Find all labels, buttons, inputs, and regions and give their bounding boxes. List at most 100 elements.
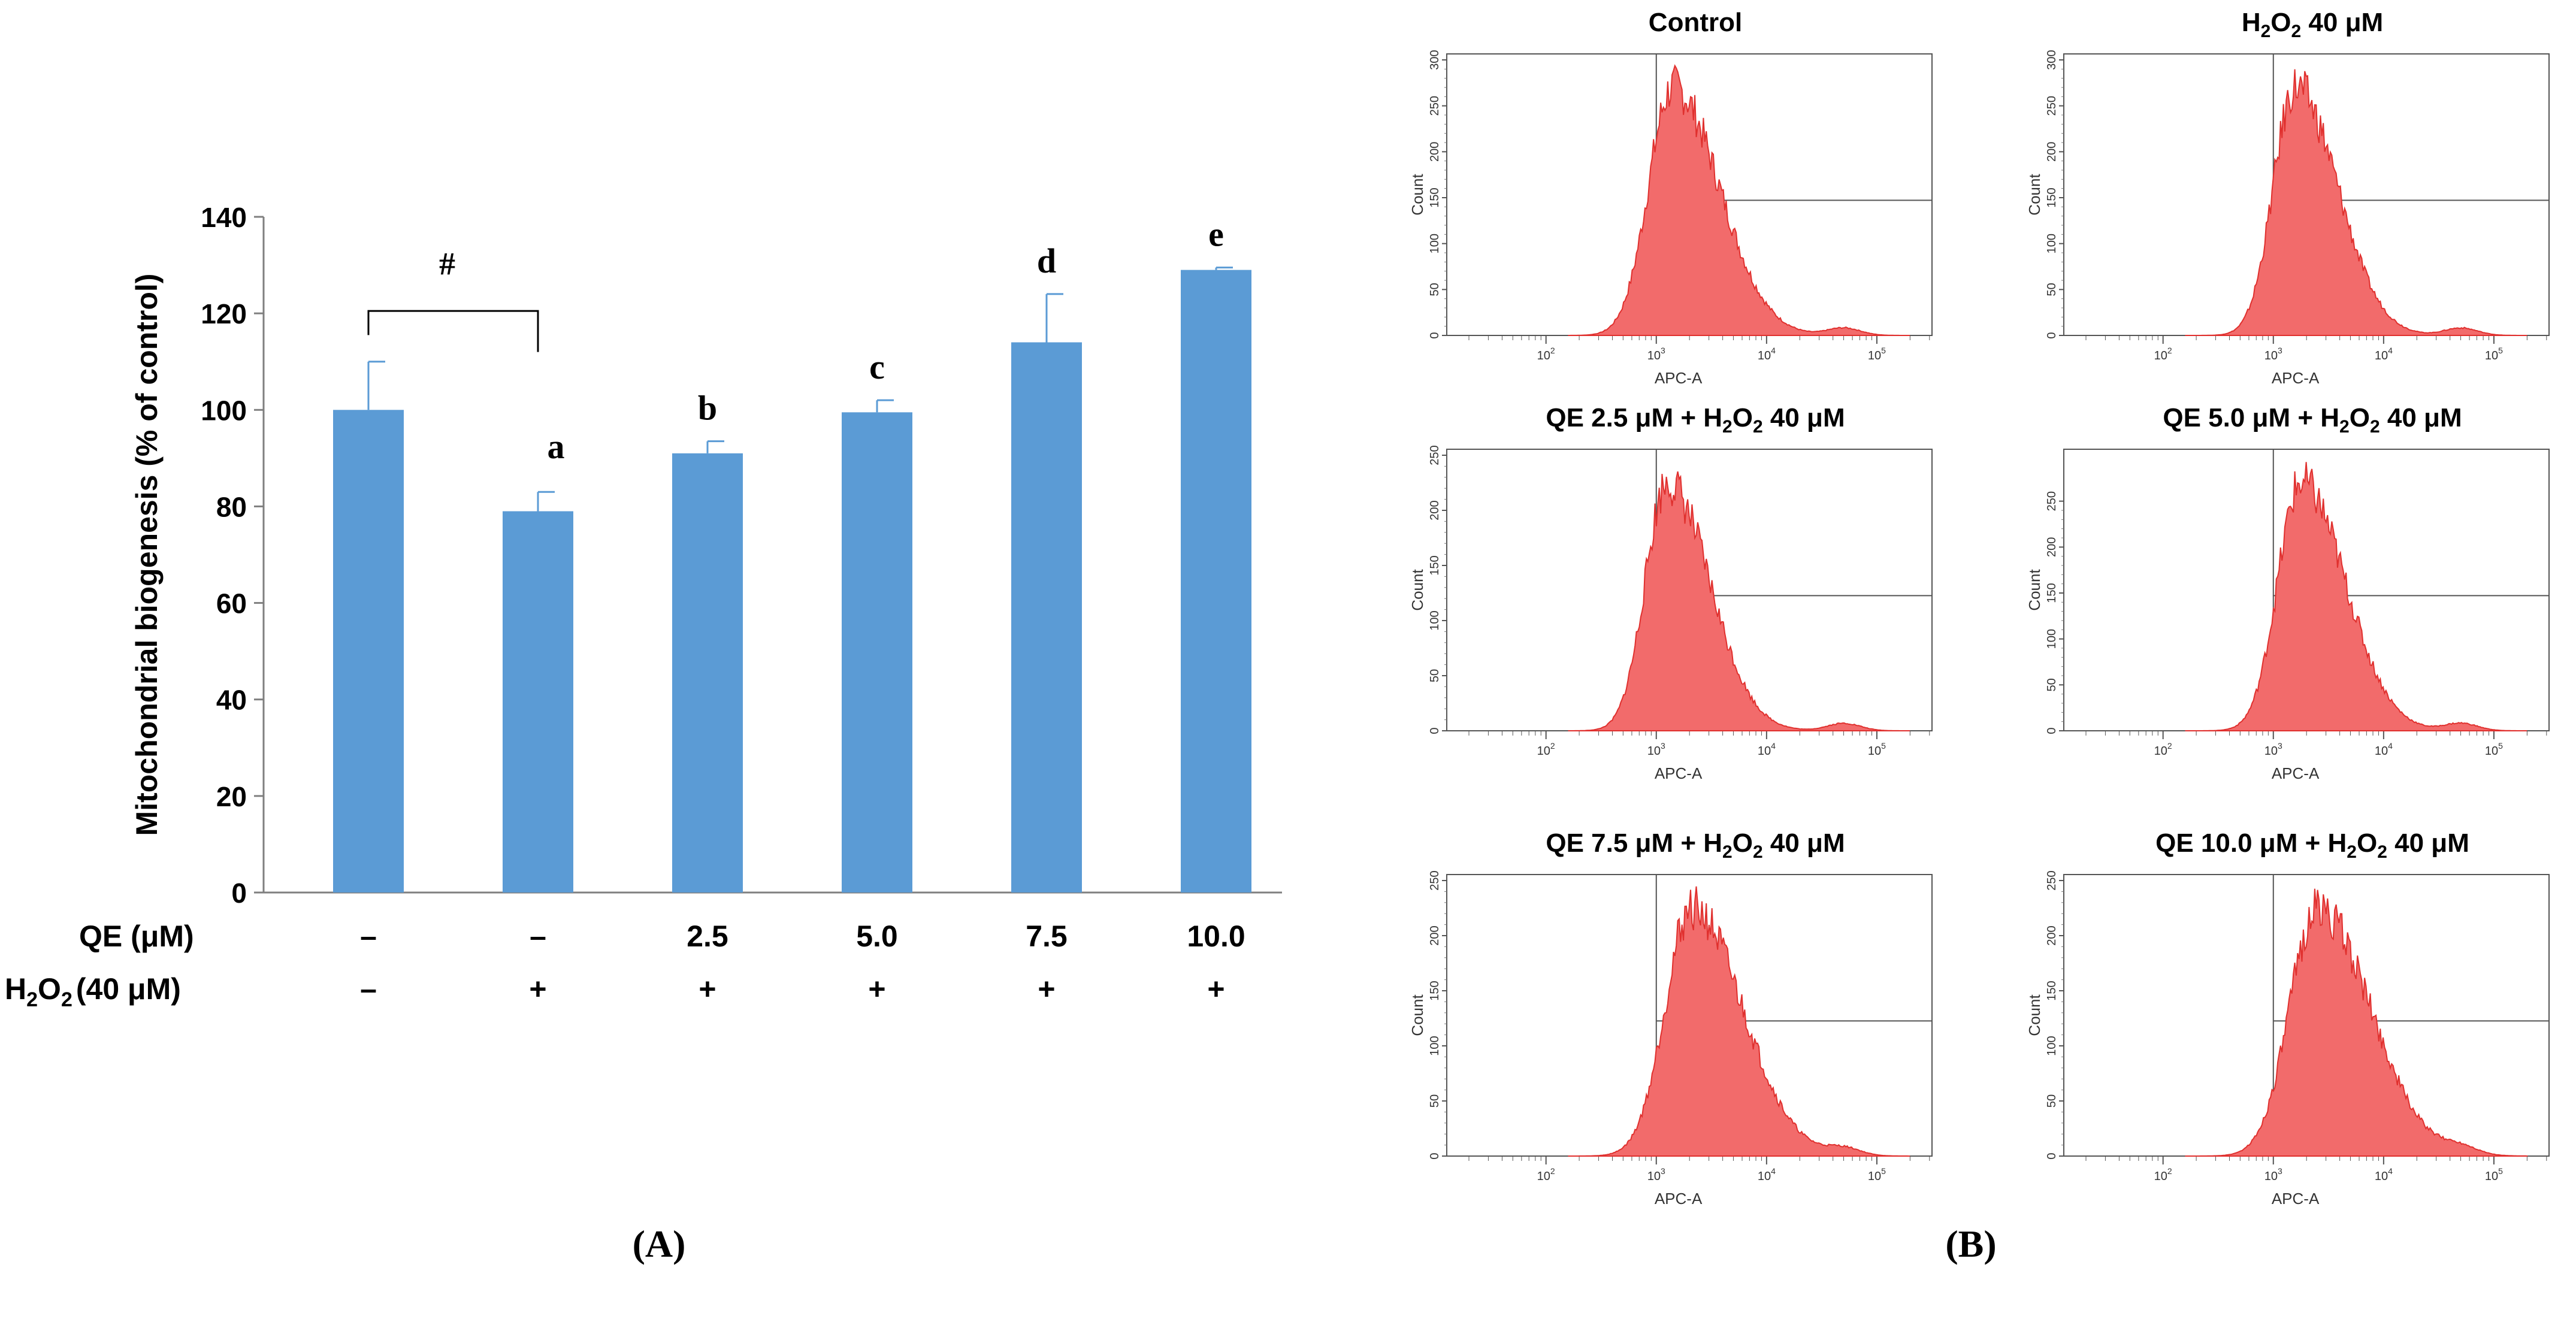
error-bars [367,267,1233,512]
x-tick-base: 10 [1647,349,1661,362]
y-tick-label: 150 [1428,981,1441,1000]
title-part: 40 μM [2380,403,2462,432]
significance-bracket: # [367,246,539,352]
y-tick-label: 100 [2045,234,2058,253]
y-tick-label: 0 [1428,332,1441,338]
significance-letter: e [1208,215,1224,254]
x-tick-base: 10 [2485,349,2498,362]
treatment-label-h2o2: H2O2 (40 μM) [5,972,181,1011]
y-axis-label: Count [1408,569,1426,611]
x-tick-exponent: 4 [1771,1166,1776,1176]
x-tick-label: 104 [2375,1166,2393,1183]
x-tick-label: 103 [1647,346,1665,362]
title-part: 2 [2261,22,2271,41]
y-tick-label: 80 [216,491,247,522]
x-tick-label: 105 [2485,1166,2503,1183]
x-tick-exponent: 2 [1550,741,1555,751]
histogram-title: Control [1649,8,1742,37]
y-tick-label: 0 [231,878,247,909]
x-tick-base: 10 [1537,1170,1550,1183]
x-tick-label: 102 [2154,741,2172,758]
x-tick-exponent: 3 [2278,346,2282,355]
treatment-value: + [699,972,716,1006]
title-part: 2 [1753,417,1763,437]
y-axis-label: Mitochondrial biogenesis (% of control) [130,274,164,836]
y-tick-label: 0 [1428,1152,1441,1159]
panel-a-bar-chart: 0 20 40 60 80 100 120 140 Mitochondrial biogene… [5,202,1282,1265]
y-tick-label: 0 [2045,1152,2058,1159]
x-tick-label: 102 [1537,346,1555,362]
title-part: 2 [2377,842,2387,862]
x-tick-exponent: 5 [2498,346,2503,355]
x-tick-exponent: 4 [1771,346,1776,355]
bar [333,410,404,893]
treatment-value: 7.5 [1026,919,1068,953]
panel-label-a: (A) [633,1223,686,1265]
h2o2-h: H [5,972,26,1006]
y-tick-label: 250 [2045,491,2058,511]
histogram-title: H2O2 40 μM [2242,8,2383,41]
y-tick-label: 140 [201,202,247,233]
x-tick-label: 102 [1537,741,1555,758]
bracket-label: # [439,246,455,282]
histogram-panel: QE 10.0 μM + H2O2 40 μM050100150200250Co… [2025,828,2550,1208]
bar [1011,342,1082,893]
title-part: 40 μM [1763,403,1845,432]
x-tick-label: 103 [2264,346,2282,362]
title-part: 2 [2347,842,2357,862]
title-part: 40 μM [1763,828,1845,858]
x-tick-label: 105 [2485,346,2503,362]
x-tick-base: 10 [2154,349,2167,362]
histogram-title: QE 7.5 μM + H2O2 40 μM [1546,828,1845,862]
x-tick-label: 105 [1868,1166,1886,1183]
y-tick-label: 50 [1428,1094,1441,1108]
treatment-values: – – 2.5 5.0 7.5 10.0 – + + + + + [360,919,1245,1006]
x-tick-label: 105 [1868,346,1886,362]
x-tick-exponent: 3 [2278,741,2282,751]
x-tick-base: 10 [2375,745,2388,758]
h2o2-o: O [38,972,61,1006]
histogram-area [1568,886,1910,1157]
x-tick-base: 10 [1537,349,1550,362]
x-tick-base: 10 [2485,745,2498,758]
y-tick-label: 50 [1428,669,1441,682]
x-tick-exponent: 3 [2278,1166,2282,1176]
title-part: O [2357,828,2377,858]
x-tick-exponent: 2 [1550,346,1555,355]
h2o2-conc: (40 μM) [76,972,181,1006]
title-part: 2 [1722,417,1733,437]
x-tick-base: 10 [2264,349,2278,362]
x-tick-exponent: 2 [2167,741,2172,751]
y-tick-label: 200 [1428,142,1441,162]
x-tick-base: 10 [2154,745,2167,758]
x-tick-exponent: 3 [1661,346,1665,355]
x-tick-exponent: 4 [2388,741,2393,751]
x-tick-exponent: 2 [1550,1166,1555,1176]
title-part: 2 [2339,417,2350,437]
histogram-panel: QE 7.5 μM + H2O2 40 μM050100150200250Cou… [1408,828,1933,1208]
treatment-value: 5.0 [856,919,898,953]
y-axis-label: Count [1408,994,1426,1036]
treatment-value: + [1038,972,1055,1006]
y-tick-label: 0 [2045,727,2058,734]
y-tick-label: 40 [216,685,247,716]
significance-letter: d [1037,241,1056,280]
x-tick-label: 104 [1758,741,1776,758]
x-tick-base: 10 [1758,745,1771,758]
y-tick-label: 20 [216,781,247,812]
y-tick-label: 100 [201,395,247,426]
y-tick-label: 250 [2045,96,2058,116]
title-part: 40 μM [2301,8,2383,37]
x-axis-label: APC-A [2272,1190,2320,1208]
treatment-value: – [360,972,377,1006]
y-tick-label: 60 [216,588,247,619]
title-part: QE 2.5 μM + H [1546,403,1722,432]
y-tick-label: 200 [1428,925,1441,945]
histogram-area [1568,64,1910,336]
title-part: QE 5.0 μM + H [2163,403,2339,432]
title-part: O [1733,828,1753,858]
x-tick-label: 104 [1758,1166,1776,1183]
y-tick-label: 100 [1428,1036,1441,1055]
x-tick-label: 103 [2264,741,2282,758]
x-tick-exponent: 5 [1881,1166,1886,1176]
